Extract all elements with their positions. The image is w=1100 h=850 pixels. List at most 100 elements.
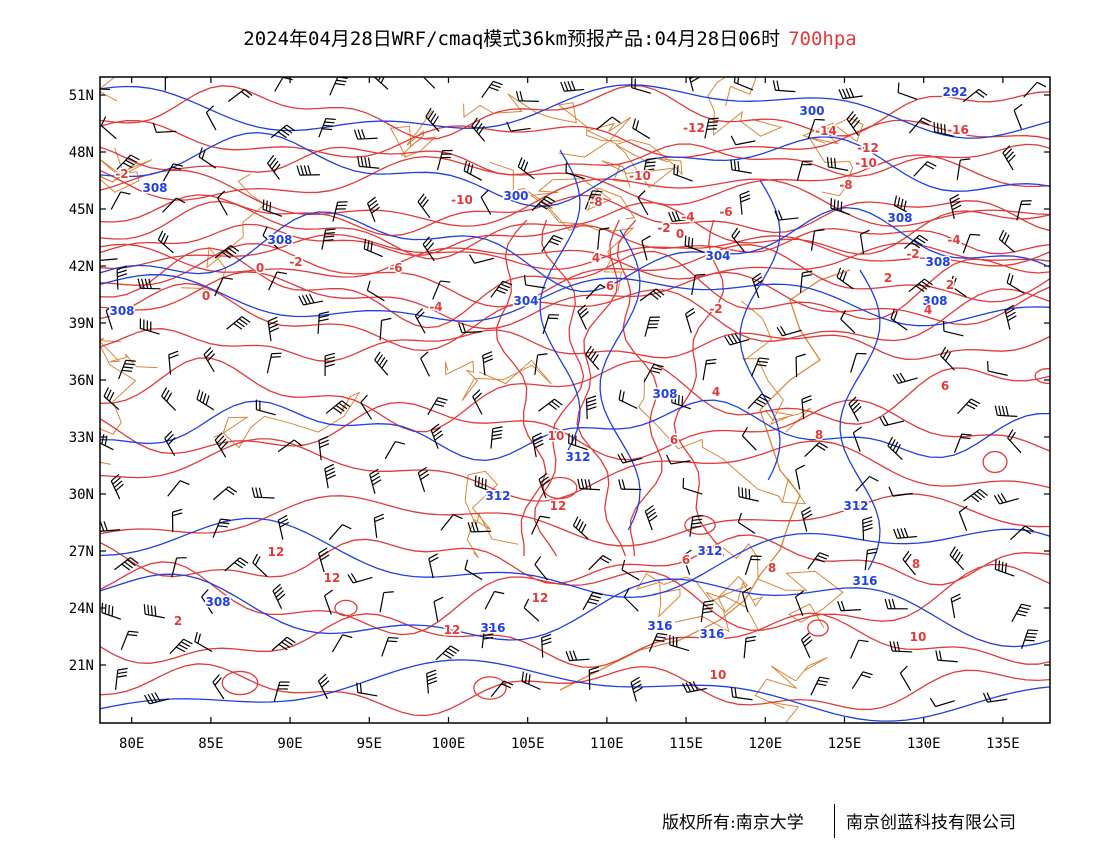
wind-barb: [648, 632, 668, 652]
wind-barb: [194, 631, 213, 653]
wind-barb: [317, 311, 330, 334]
wind-barb: [267, 316, 280, 342]
height-label: 308: [887, 211, 912, 225]
wind-barb: [366, 280, 385, 302]
temperature-label: -2: [657, 221, 670, 235]
temperature-contour: [100, 243, 1050, 308]
wind-barb: [1002, 145, 1016, 171]
temperature-label: 0: [676, 227, 684, 241]
coastline: [559, 269, 851, 691]
wind-barb: [523, 598, 540, 622]
wind-barb: [902, 550, 916, 576]
wind-barb: [850, 639, 869, 659]
wind-barb: [953, 433, 972, 453]
wind-barb: [617, 453, 643, 464]
wind-barb: [950, 593, 962, 619]
wind-barb: [577, 304, 589, 330]
height-label: 308: [142, 181, 167, 195]
temperature-label: -8: [839, 178, 852, 192]
wind-barb: [357, 156, 380, 169]
temperature-contour: [100, 85, 1050, 140]
wind-barb: [212, 518, 231, 538]
height-label: 312: [697, 544, 722, 558]
wind-barb: [1013, 103, 1023, 130]
wind-barb: [568, 433, 588, 451]
boundary-line: [180, 173, 266, 292]
height-label: 316: [647, 619, 672, 633]
lat-label: 24N: [69, 601, 94, 617]
temperature-label: 6: [606, 279, 614, 293]
wind-barb: [420, 351, 430, 377]
wind-barb: [588, 555, 612, 571]
height-contour: [100, 84, 1050, 139]
height-label: 308: [205, 595, 230, 609]
wind-barb: [356, 682, 378, 697]
wind-barb: [381, 636, 399, 657]
wind-barb: [892, 372, 918, 384]
temperature-contour: [100, 169, 1050, 227]
chart-title: 2024年04月28日WRF/cmaq模式36km预报产品:04月28日06时 7…: [0, 24, 1100, 51]
height-label: 300: [503, 189, 528, 203]
wind-barb: [643, 363, 664, 383]
wind-barb: [747, 393, 771, 410]
boundary-line: [558, 116, 683, 176]
copyright-company: 南京创蓝科技有限公司: [846, 813, 1016, 833]
wind-barb: [644, 316, 661, 337]
temperature-contour: [100, 200, 1050, 260]
height-label: 316: [852, 574, 877, 588]
temperature-contour: [100, 242, 1050, 280]
wind-barb: [887, 436, 903, 461]
wind-barb: [801, 395, 812, 420]
wind-barb: [908, 117, 932, 134]
wind-barb: [691, 273, 706, 296]
temperature-contour: [100, 271, 1050, 330]
wind-barb: [137, 278, 161, 290]
wind-barb: [373, 513, 385, 538]
copyright-owner: 版权所有:南京大学: [662, 813, 804, 833]
height-contour: [100, 206, 1050, 293]
wind-barb: [682, 549, 692, 575]
wind-barb: [534, 353, 548, 375]
wind-barb: [515, 90, 539, 102]
temperature-label: 10: [548, 429, 565, 443]
longitude-labels: 80E 85E 90E 95E 100E 105E 110E 115E 120E 125E 130E…: [119, 736, 1020, 752]
height-contour: [100, 131, 1050, 207]
wind-barb: [730, 135, 756, 146]
wind-barb: [776, 325, 802, 337]
wind-barb: [329, 77, 348, 96]
wind-barb: [347, 573, 373, 584]
wind-barb: [731, 227, 745, 253]
height-contour: [100, 659, 1050, 722]
wind-barb: [523, 274, 546, 289]
wind-barb: [161, 197, 186, 213]
temperature-cell: [221, 670, 259, 696]
wind-barb: [949, 275, 967, 298]
wind-barb: [332, 201, 348, 222]
temperature-contour: [100, 399, 1050, 461]
temperature-contour: [100, 357, 1050, 433]
wind-barb: [538, 472, 551, 499]
lon-label: 110E: [590, 736, 624, 752]
wind-barb: [152, 122, 177, 133]
lon-label: 120E: [748, 736, 782, 752]
wind-barb: [684, 235, 705, 253]
wind-barb: [565, 650, 590, 662]
lat-label: 30N: [69, 487, 94, 503]
wind-barb: [848, 396, 862, 422]
wind-barb: [482, 351, 494, 376]
temperature-cell: [473, 676, 507, 700]
height-label: 308: [109, 304, 134, 318]
lon-label: 100E: [432, 736, 466, 752]
wind-barb: [164, 430, 176, 456]
boundary-line: [636, 573, 760, 632]
wind-barb: [374, 351, 389, 376]
height-label: 312: [565, 450, 590, 464]
wind-barb: [639, 288, 665, 302]
temperature-label: 2: [884, 271, 892, 285]
boundary-line: [100, 77, 118, 102]
wind-barb: [940, 346, 955, 371]
lat-label: 21N: [69, 658, 94, 674]
boundary-line: [463, 93, 622, 142]
wind-barb: [836, 267, 854, 290]
wind-barb: [632, 118, 651, 140]
